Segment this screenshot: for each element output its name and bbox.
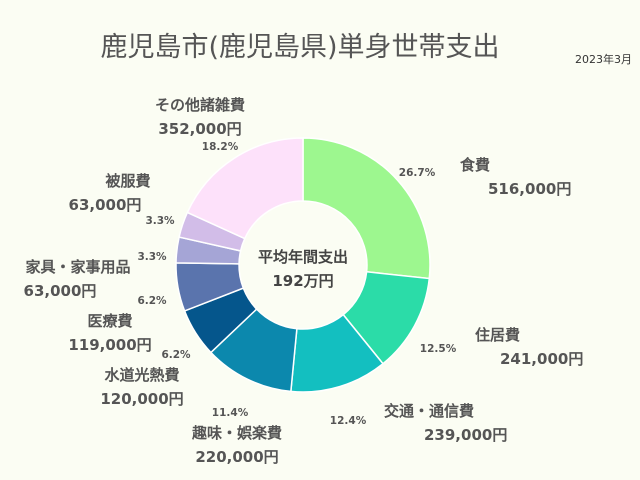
chart-date: 2023年3月 xyxy=(575,52,632,66)
slice-value-label: 352,000円 xyxy=(158,120,241,138)
slice-value-label: 63,000円 xyxy=(69,196,142,214)
slice-value-label: 241,000円 xyxy=(500,350,583,368)
slice-percent-label: 3.3% xyxy=(137,251,167,263)
slice-name-label: 交通・通信費 xyxy=(384,402,474,420)
slice-percent-label: 11.4% xyxy=(212,407,249,419)
slice-value-label: 119,000円 xyxy=(68,336,151,354)
slice-name-label: 家具・家事用品 xyxy=(25,258,130,276)
slice-value-label: 516,000円 xyxy=(488,180,571,198)
slice-percent-label: 12.5% xyxy=(420,343,457,355)
pie-slice-9 xyxy=(186,137,304,240)
slice-name-label: 食費 xyxy=(460,156,490,174)
slice-name-label: 趣味・娯楽費 xyxy=(191,424,282,442)
slice-value-label: 120,000円 xyxy=(100,390,183,408)
slice-name-label: 住居費 xyxy=(475,326,520,344)
slice-value-label: 239,000円 xyxy=(424,426,507,444)
slice-name-label: その他諸雑費 xyxy=(155,96,245,114)
slice-percent-label: 18.2% xyxy=(202,141,239,153)
chart-title: 鹿児島市(鹿児島県)単身世帯支出 xyxy=(100,32,499,63)
slice-value-label: 220,000円 xyxy=(195,448,278,466)
center-label: 平均年間支出 xyxy=(258,248,348,266)
slice-percent-label: 6.2% xyxy=(161,349,191,361)
slice-name-label: 水道光熱費 xyxy=(104,366,179,384)
slice-percent-label: 26.7% xyxy=(399,167,436,179)
slice-percent-label: 3.3% xyxy=(145,215,175,227)
center-value: 192万円 xyxy=(272,272,333,290)
slice-name-label: 被服費 xyxy=(105,172,150,190)
slice-percent-label: 6.2% xyxy=(137,295,167,307)
slice-value-label: 63,000円 xyxy=(24,282,97,300)
slice-percent-label: 12.4% xyxy=(330,415,367,427)
slice-name-label: 医療費 xyxy=(87,312,132,330)
pie-slice-1 xyxy=(302,137,431,280)
